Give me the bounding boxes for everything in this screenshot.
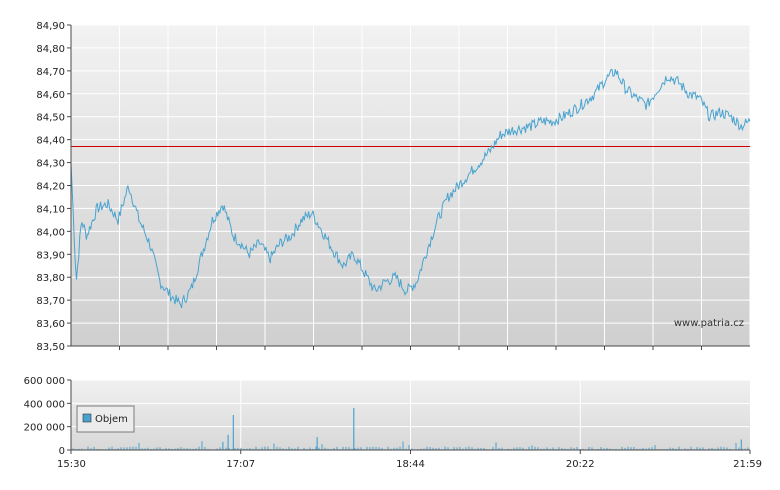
volume-y-tick-label: 400 000 [24, 399, 65, 410]
x-tick-label: 15:30 [57, 459, 86, 470]
price-y-tick-label: 83,90 [36, 250, 65, 261]
price-y-tick-label: 83,80 [36, 273, 65, 284]
volume-y-tick-label: 0 [59, 446, 65, 457]
price-y-tick-label: 84,00 [36, 227, 65, 238]
price-y-tick-label: 84,60 [36, 90, 65, 101]
price-y-tick-label: 84,70 [36, 67, 65, 78]
legend-swatch [82, 413, 92, 423]
price-y-ticks: 84,90 84,80 84,70 84,60 84,50 84,40 84,30 84,20… [36, 21, 71, 353]
price-x-tick-marks [119, 346, 702, 350]
price-y-tick-label: 84,40 [36, 136, 65, 147]
price-y-tick-label: 84,80 [36, 44, 65, 55]
price-series-line [70, 68, 751, 309]
x-tick-label: 17:07 [226, 459, 255, 470]
x-tick-labels: 15:30 17:07 18:44 20:22 21:59 [57, 450, 762, 470]
price-y-tick-label: 84,90 [36, 21, 65, 32]
price-y-tick-label: 84,20 [36, 182, 65, 193]
volume-y-tick-label: 600 000 [24, 376, 65, 387]
x-tick-label: 20:22 [566, 459, 595, 470]
price-y-tick-label: 83,60 [36, 319, 65, 330]
price-y-tick-label: 84,30 [36, 159, 65, 170]
price-y-tick-label: 84,10 [36, 204, 65, 215]
watermark: www.patria.cz [674, 318, 744, 329]
price-y-tick-label: 83,70 [36, 296, 65, 307]
price-y-tick-label: 84,50 [36, 113, 65, 124]
volume-y-tick-label: 200 000 [24, 423, 65, 434]
price-y-tick-label: 83,50 [36, 342, 65, 353]
x-tick-label: 18:44 [396, 459, 425, 470]
x-tick-label: 21:59 [733, 459, 762, 470]
legend-label: Objem [95, 414, 128, 425]
volume-legend: Objem [76, 405, 135, 433]
volume-y-ticks: 600 000 400 000 200 000 0 [24, 376, 71, 457]
